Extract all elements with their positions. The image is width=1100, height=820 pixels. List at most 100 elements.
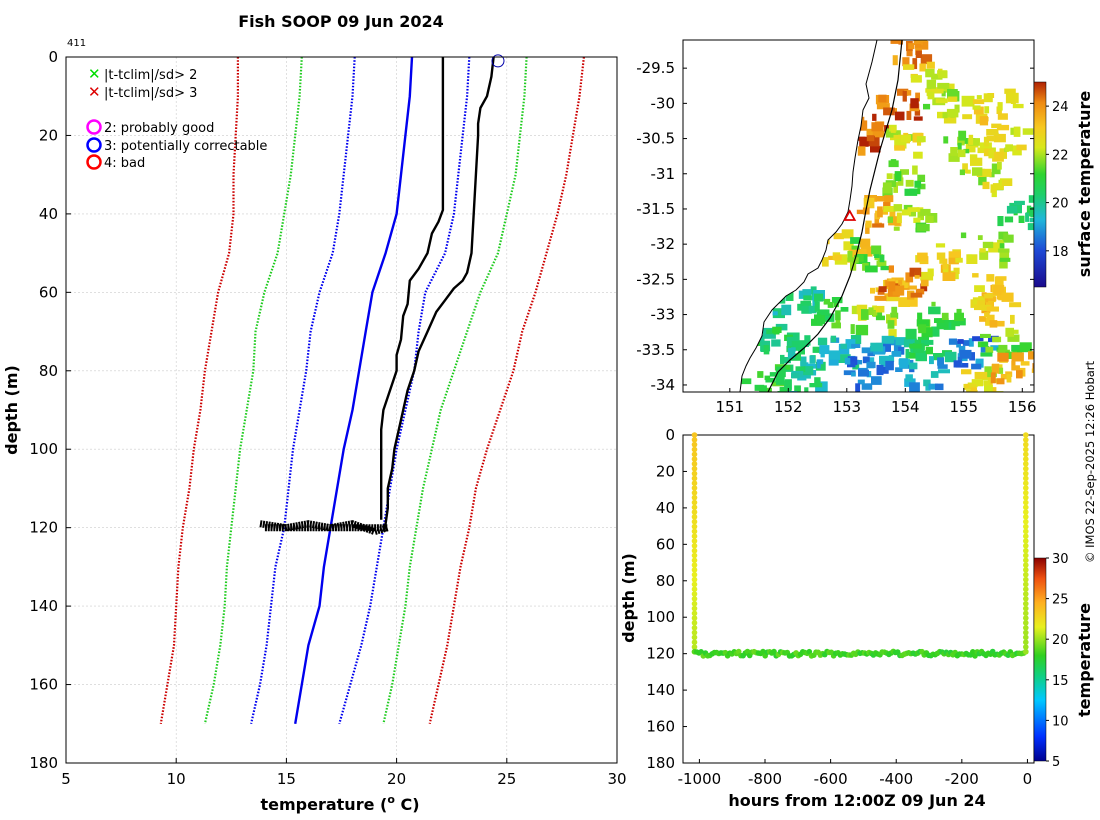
sst-pixel xyxy=(814,293,824,302)
sst-pixel xyxy=(943,115,957,124)
sst-pixel xyxy=(920,271,934,281)
timeseries-point xyxy=(1023,446,1029,453)
temperature-colorbar-tick-label: 30 xyxy=(1052,552,1069,567)
sst-pixel xyxy=(983,293,993,299)
sst-pixel xyxy=(941,312,949,320)
sst-patch xyxy=(885,124,926,159)
sst-pixel xyxy=(914,109,921,116)
map-lat-tick-label: -34 xyxy=(651,376,676,394)
sst-pixel xyxy=(977,147,989,154)
sst-patch xyxy=(972,292,1022,328)
sst-pixel xyxy=(803,366,814,376)
timeseries-point xyxy=(970,649,976,655)
sst-pixel xyxy=(965,383,970,389)
sst-pixel xyxy=(933,353,944,361)
sst-pixel xyxy=(877,289,885,295)
sst-pixel xyxy=(989,172,995,178)
legend-item-sd3: ✕ |t-tclim|/sd> 3 xyxy=(88,83,197,101)
timeseries-x-tick-label: 0 xyxy=(1023,770,1033,788)
sst-pixel xyxy=(942,112,948,119)
sst-pixel xyxy=(817,337,828,346)
sst-pixel xyxy=(892,55,898,66)
sst-pixel xyxy=(913,40,923,45)
profile-x-tick-label: 10 xyxy=(167,770,186,788)
sst-pixel xyxy=(884,195,894,203)
sst-pixel xyxy=(1025,212,1030,222)
timeseries-point xyxy=(1023,620,1029,626)
sst-pixel xyxy=(983,93,993,103)
sst-pixel xyxy=(843,241,854,251)
sst-pixel xyxy=(913,116,923,121)
sst-pixel xyxy=(972,336,984,342)
sst-pixel xyxy=(957,136,965,146)
timeseries-point xyxy=(1023,552,1029,559)
sst-pixel xyxy=(961,369,972,375)
sst-pixel xyxy=(868,307,874,315)
sst-pixel xyxy=(998,367,1004,374)
sst-patch xyxy=(877,265,929,300)
sst-pixel xyxy=(1011,365,1020,371)
sst-colorbar-ticks: 18 20 22 24 xyxy=(1046,100,1069,260)
sst-pixel xyxy=(972,99,985,105)
sst-pixel xyxy=(993,133,1006,143)
sst-pixel xyxy=(927,91,935,100)
sst-pixel xyxy=(872,310,878,317)
timeseries-point xyxy=(1023,615,1029,621)
sst-pixel xyxy=(1005,351,1017,359)
map-lat-tick-label: -33 xyxy=(651,306,676,324)
timeseries-point xyxy=(1023,451,1029,458)
timeseries-point xyxy=(1023,596,1029,602)
timeseries-point xyxy=(691,480,698,487)
sst-pixel xyxy=(996,378,1005,385)
sst-pixel xyxy=(776,375,785,385)
sst-pixel xyxy=(865,265,878,273)
map-lines xyxy=(739,40,903,392)
map-lat-tick-label: -29.5 xyxy=(636,59,675,77)
sst-pixel xyxy=(917,140,922,146)
sst-pixel xyxy=(927,268,934,277)
sst-pixel xyxy=(984,296,997,302)
sst-pixel xyxy=(876,364,884,376)
sst-pixel xyxy=(1012,103,1024,109)
sst-pixel xyxy=(965,142,976,153)
sst-pixel xyxy=(898,280,903,285)
sst-pixel xyxy=(925,383,931,391)
timeseries-point xyxy=(691,644,698,650)
sst-pixel xyxy=(921,327,933,338)
sst-colorbar xyxy=(1033,81,1047,288)
sst-pixel xyxy=(980,333,991,338)
map-lat-ticks: -29.5 -30 -30.5 -31 -31.5 -32 -32.5 -33 -33.5 -34 xyxy=(636,59,1034,394)
sst-pixel xyxy=(968,338,974,347)
timeseries-x-label: hours from 12:00Z 09 Jun 24 xyxy=(728,791,985,810)
sst-pixel xyxy=(857,379,865,385)
sst-pixel xyxy=(930,371,939,378)
map-lat-tick-label: -30.5 xyxy=(636,130,675,148)
sst-pixel xyxy=(992,151,1004,162)
timeseries-point xyxy=(691,499,698,506)
sst-pixel xyxy=(890,40,903,44)
sst-pixel xyxy=(915,350,927,362)
sst-pixel xyxy=(916,207,924,212)
sst-pixel xyxy=(894,145,906,151)
timeseries-point xyxy=(1023,523,1029,530)
sst-pixel xyxy=(887,216,893,223)
map-lon-tick-label: 155 xyxy=(949,398,978,416)
sst-pixel xyxy=(908,43,915,50)
profile-id-label: 411 xyxy=(67,38,86,49)
sst-colorbar-tick-label: 18 xyxy=(1052,245,1069,260)
sst-pixel xyxy=(857,146,866,156)
timeseries-point xyxy=(1023,610,1029,617)
sst-pixel xyxy=(935,243,946,248)
timeseries-y-tick-label: 40 xyxy=(656,499,675,517)
timeseries-point xyxy=(691,615,698,621)
sst-pixel xyxy=(830,335,837,343)
sst-pixel xyxy=(904,188,918,196)
timeseries-point xyxy=(1023,634,1029,641)
sst-patch xyxy=(882,159,926,197)
sst-pixel xyxy=(954,312,964,321)
profile-y-tick-label: 160 xyxy=(29,676,58,694)
sst-pixel xyxy=(912,165,918,175)
sst-pixel xyxy=(988,150,994,159)
profile-line-clim-6sd xyxy=(428,57,585,725)
